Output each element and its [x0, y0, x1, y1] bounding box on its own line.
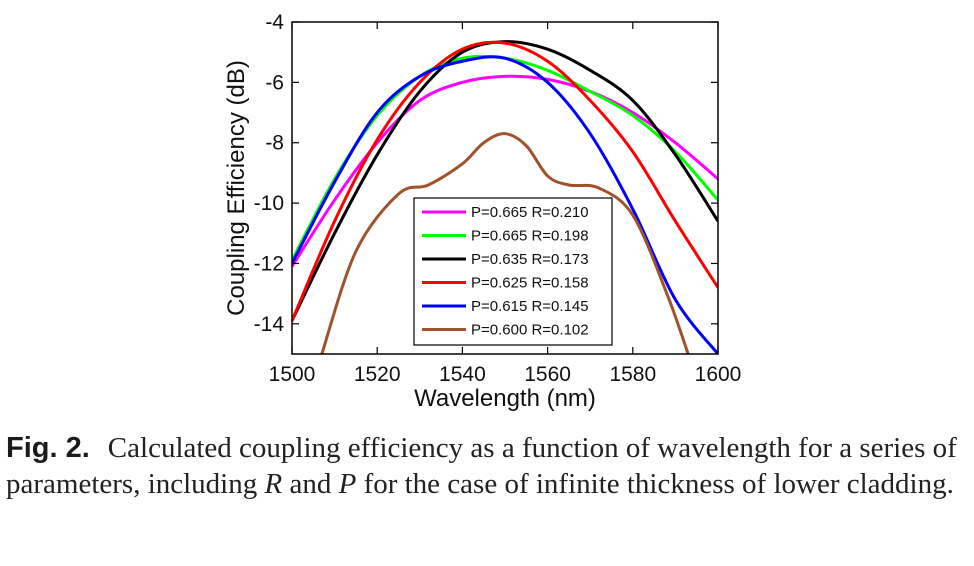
legend-box: [413, 197, 613, 346]
y-tick-label: -14: [254, 313, 285, 336]
x-tick-label: 1600: [695, 363, 742, 386]
series-layer: [292, 40, 718, 354]
caption-var-r: R: [264, 468, 283, 500]
legend-label-3: P=0.635 R=0.173: [471, 251, 589, 268]
series-line-6: [320, 132, 690, 354]
x-tick-label: 1540: [439, 363, 486, 386]
x-axis-label: Wavelength (nm): [414, 385, 596, 412]
legend-label-5: P=0.615 R=0.145: [471, 298, 589, 315]
legend-label-1: P=0.665 R=0.210: [471, 204, 589, 221]
y-axis-label: Coupling Efficiency (dB): [223, 60, 250, 316]
caption-var-p: P: [338, 468, 357, 500]
caption-text-1: Calculated coupling efficiency as a func…: [6, 432, 957, 500]
plot-frame: [291, 21, 719, 355]
legend: P=0.665 R=0.210 P=0.665 R=0.198 P=0.635 R=…: [413, 197, 613, 346]
x-tick-label: 1580: [609, 363, 656, 386]
y-tick-label: -12: [254, 252, 284, 275]
legend-label-6: P=0.600 R=0.102: [471, 322, 589, 339]
caption-text-2: and: [282, 468, 339, 500]
x-tick-label: 1520: [354, 363, 401, 386]
y-tick-label: -8: [265, 132, 284, 155]
figure-caption: Fig. 2. Calculated coupling efficiency as…: [6, 430, 968, 502]
figure-label: Fig. 2.: [6, 432, 90, 464]
series-line-1: [292, 74, 718, 268]
y-tick-label: -4: [265, 11, 284, 34]
tick-layer: 1500 1520 1540 1560 1580 1600 -4 -6 -8 -10 -12 -14: [254, 11, 742, 386]
coupling-efficiency-chart: 1500 1520 1540 1560 1580 1600-4-6-8-10-12-14 …: [223, 11, 742, 412]
series-line-4: [292, 40, 718, 322]
caption-text-3: for the case of infinite thickness of lo…: [356, 468, 954, 500]
y-tick-label: -6: [265, 71, 284, 94]
legend-label-4: P=0.625 R=0.158: [471, 275, 589, 292]
x-tick-label: 1560: [524, 363, 571, 386]
x-tick-label: 1500: [269, 363, 316, 386]
y-tick-label: -10: [254, 192, 284, 215]
legend-label-2: P=0.665 R=0.198: [471, 228, 589, 245]
series-line-5: [292, 55, 718, 354]
